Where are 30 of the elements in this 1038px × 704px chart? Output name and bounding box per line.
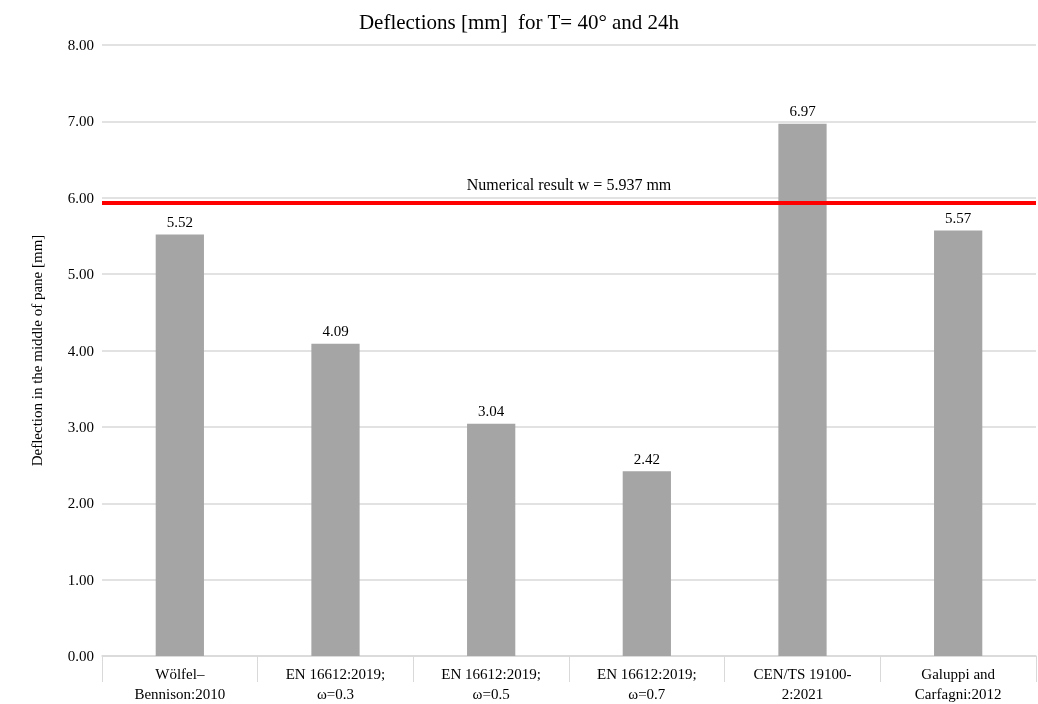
data-label: 5.52	[166, 213, 193, 230]
x-tick-label: EN 16612:2019; ω=0.7	[597, 666, 697, 702]
data-label: 4.09	[322, 323, 349, 340]
y-tick-label: 8.00	[67, 37, 94, 53]
bar	[311, 343, 360, 656]
x-tick-label: EN 16612:2019; ω=0.3	[285, 666, 386, 702]
bar	[155, 234, 204, 656]
data-label: 2.42	[633, 450, 660, 467]
x-tick-label: EN 16612:2019; ω=0.5	[441, 666, 541, 702]
x-tick-label: Wölfel–Bennison:2010	[134, 666, 226, 702]
data-label: 3.04	[478, 403, 505, 420]
bar	[934, 230, 983, 656]
y-tick-label: 3.00	[67, 418, 94, 435]
ref-line-label: Numerical result w = 5.937 mm	[466, 175, 672, 193]
x-tick-label: CEN/TS 19100-2:2021	[753, 666, 852, 702]
y-tick-label: 7.00	[67, 113, 94, 130]
y-tick-label: 0.00	[67, 648, 94, 664]
bar	[467, 423, 516, 656]
bar	[778, 123, 827, 656]
data-label: 5.57	[945, 210, 972, 227]
x-tick-label: Galuppi and Carfagni:2012	[914, 666, 1002, 702]
bar	[622, 471, 671, 656]
y-axis-title: Deflection in the middle of pane [mm]	[28, 234, 45, 467]
data-label: 6.97	[789, 103, 817, 120]
y-tick-label: 2.00	[67, 495, 94, 512]
y-tick-label: 4.00	[67, 342, 94, 359]
y-tick-label: 6.00	[67, 189, 94, 206]
chart-title: Deflections [mm] for T= 40° and 24h	[358, 9, 680, 34]
y-tick-label: 5.00	[67, 266, 94, 283]
y-tick-label: 1.00	[67, 571, 94, 588]
